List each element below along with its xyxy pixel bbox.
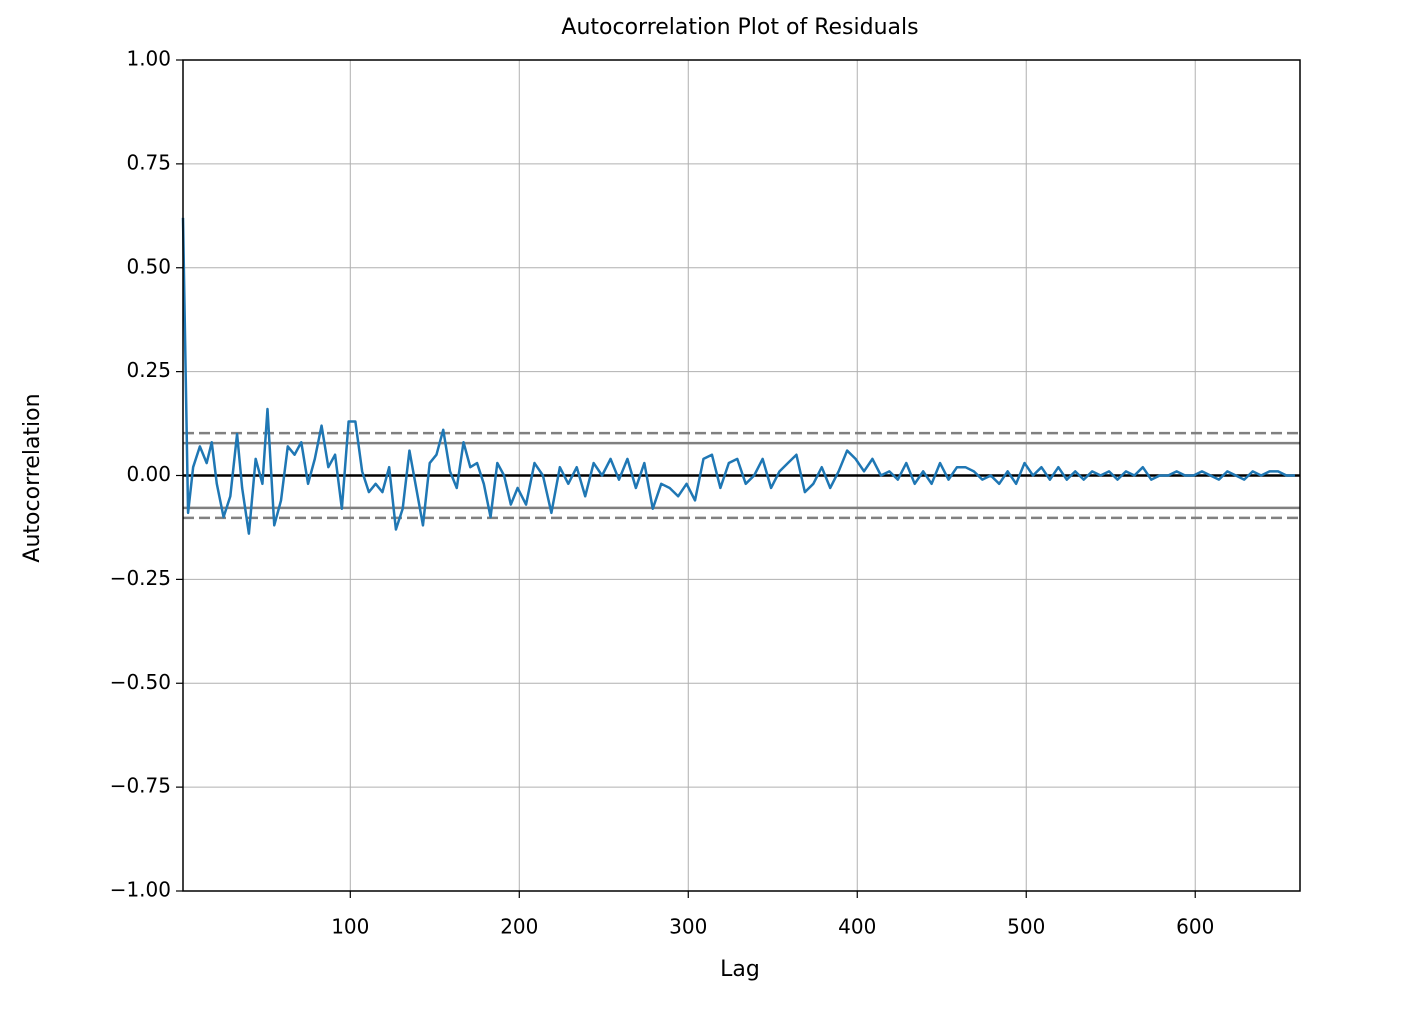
chart-title: Autocorrelation Plot of Residuals — [561, 15, 918, 40]
x-tick-label: 100 — [331, 915, 369, 939]
y-tick-label: 0.50 — [126, 254, 171, 278]
data-line — [181, 217, 1295, 535]
y-tick-label: 0.25 — [126, 358, 171, 382]
x-tick-label: 200 — [500, 915, 538, 939]
plot-frame — [182, 59, 1301, 892]
y-axis-label: Autocorrelation — [20, 393, 45, 562]
x-tick-label: 600 — [1176, 915, 1214, 939]
x-tick-label: 300 — [669, 915, 707, 939]
y-tick-label: −0.75 — [110, 774, 171, 798]
y-tick-label: 1.00 — [126, 47, 171, 71]
y-tick-label: 0.00 — [126, 462, 171, 486]
y-tick-label: −1.00 — [110, 878, 171, 902]
y-tick-label: −0.50 — [110, 670, 171, 694]
y-tick-label: 0.75 — [126, 150, 171, 174]
x-tick-label: 500 — [1007, 915, 1045, 939]
x-axis-label: Lag — [720, 957, 760, 982]
x-tick-label: 400 — [838, 915, 876, 939]
y-tick-label: −0.25 — [110, 566, 171, 590]
